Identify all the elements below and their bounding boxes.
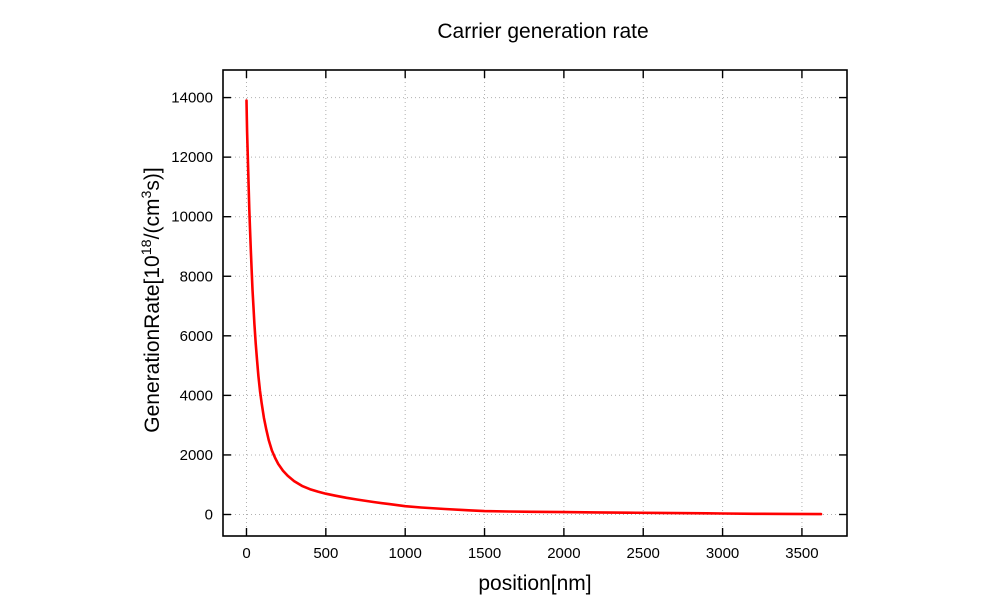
x-tick-label: 1500 (468, 545, 501, 562)
y-tick-label: 4000 (180, 387, 213, 404)
x-axis-label: position[nm] (478, 572, 592, 595)
x-tick-label: 3500 (785, 545, 818, 562)
y-tick-label: 2000 (180, 447, 213, 464)
y-tick-label: 8000 (180, 268, 213, 285)
x-tick-label: 1000 (388, 545, 421, 562)
x-tick-label: 2500 (627, 545, 660, 562)
y-tick-label: 10000 (171, 209, 213, 226)
y-tick-label: 12000 (171, 149, 213, 166)
y-tick-label: 14000 (171, 90, 213, 107)
generation-rate-curve (245, 99, 823, 516)
x-tick-label: 0 (242, 545, 250, 562)
plot-border (222, 69, 848, 537)
x-tick-label: 3000 (706, 545, 739, 562)
y-tick-label: 0 (205, 506, 213, 523)
y-tick-label: 6000 (180, 328, 213, 345)
chart-title: Carrier generation rate (437, 20, 649, 43)
x-tick-label: 2000 (547, 545, 580, 562)
x-tick-label: 500 (313, 545, 338, 562)
